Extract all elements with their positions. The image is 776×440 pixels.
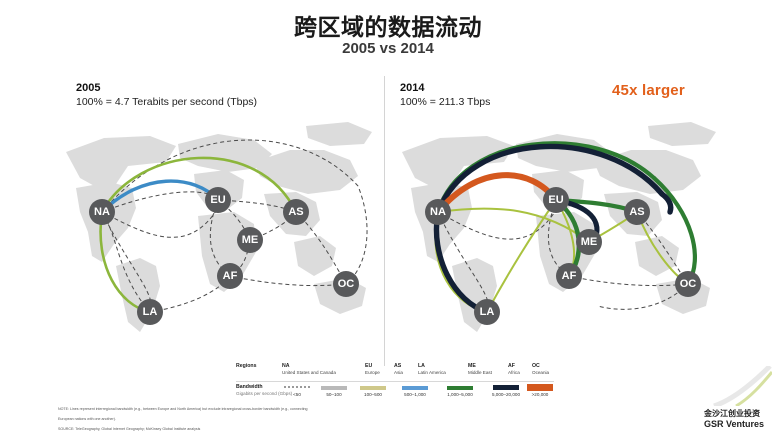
world-landmass (66, 122, 372, 332)
panel-divider (384, 76, 385, 366)
node-label-la: LA (480, 306, 495, 318)
legend-band-label-gt20000: >20,000 (531, 392, 549, 397)
legend-region-code-af: AF (508, 363, 515, 369)
node-label-la: LA (143, 306, 158, 318)
legend-region-name-af: Africa (508, 370, 520, 375)
legend-band-label-100-500: 100–500 (364, 392, 382, 397)
node-me[interactable]: ME (237, 227, 263, 253)
legend-swatch-1000-5000 (447, 386, 473, 390)
legend-band-label-5000-20000: 5,000–20,000 (491, 392, 521, 397)
legend: Regions NA United States and Canada EU E… (236, 362, 554, 404)
flow-af-oc (229, 275, 347, 287)
footnote-source: SOURCE: TeleGeography, Global Internet G… (58, 427, 201, 431)
legend-region-code-me: ME (468, 363, 476, 369)
map-2014: NA EU AS ME AF (392, 116, 722, 356)
node-label-eu: EU (548, 194, 563, 206)
legend-region-code-oc: OC (532, 363, 540, 369)
node-label-me: ME (242, 234, 259, 246)
node-label-af: AF (562, 270, 577, 282)
node-label-na: NA (94, 206, 110, 218)
flow-na-eu-orange (435, 172, 559, 215)
legend-region-name-me: Middle East (468, 370, 493, 375)
node-eu[interactable]: EU (543, 187, 569, 213)
flow-la-af (149, 275, 231, 313)
legend-divider (236, 381, 554, 382)
panel-year-2014: 2014 (400, 82, 425, 94)
legend-band-label-lt50: <50 (293, 392, 301, 397)
node-oc[interactable]: OC (333, 271, 359, 297)
legend-bandwidth-title: Bandwidth (236, 384, 263, 390)
legend-swatch-50-100 (321, 386, 347, 390)
flow-navy-tail (659, 191, 674, 215)
flow-na-eu-lower (101, 207, 219, 238)
legend-band-label-500-1000: 500–1,000 (404, 392, 426, 397)
node-label-as: AS (288, 206, 303, 218)
brand-logo-cn: 金沙江创业投资 (703, 409, 760, 418)
legend-region-code-eu: EU (365, 363, 373, 369)
node-me[interactable]: ME (576, 229, 602, 255)
page-subtitle: 2005 vs 2014 (342, 40, 434, 57)
legend-region-code-la: LA (418, 363, 425, 369)
node-eu[interactable]: EU (205, 187, 231, 213)
legend-bandwidth-subtitle: Gigabits per second (Gbps) (236, 391, 293, 396)
footnote-note-cont: European nations with one another). (58, 417, 116, 421)
legend-region-name-oc: Oceania (532, 370, 550, 375)
brand-logo: 金沙江创业投资 GSR Ventures (704, 409, 764, 430)
footnote-note: NOTE: Lines represent interregional band… (58, 407, 308, 411)
growth-badge: 45x larger (612, 82, 685, 99)
map-nodes: NA EU AS ME AF (425, 187, 701, 325)
world-landmass (402, 122, 716, 332)
node-la[interactable]: LA (474, 299, 500, 325)
flow-na-me-thin (437, 207, 590, 243)
legend-swatch-100-500 (360, 386, 386, 390)
node-af[interactable]: AF (556, 263, 582, 289)
legend-regions-title: Regions (236, 363, 257, 369)
node-label-oc: OC (680, 278, 697, 290)
flow-na-oc-long (101, 139, 368, 285)
node-as[interactable]: AS (283, 199, 309, 225)
flow-na-la-inner (101, 211, 151, 313)
legend-band-label-1000-5000: 1,000–5,000 (447, 392, 473, 397)
node-as[interactable]: AS (624, 199, 650, 225)
legend-region-code-as: AS (394, 363, 402, 369)
logo-swoosh (712, 366, 772, 406)
node-af[interactable]: AF (217, 263, 243, 289)
legend-swatch-gt20000 (527, 384, 553, 391)
page-title: 跨区域的数据流动 (294, 14, 482, 40)
flow-na-eu-dashed (437, 209, 557, 240)
map-2005: NA EU AS ME AF (58, 116, 378, 356)
legend-swatch-500-1000 (402, 386, 428, 390)
legend-region-name-la: Latin America (418, 370, 446, 375)
flow-na-as-green (100, 156, 298, 214)
legend-region-name-eu: Europe (365, 370, 380, 375)
legend-band-label-50-100: 50–100 (326, 392, 342, 397)
panel-header-2005: 2005 100% = 4.7 Terabits per second (Tbp… (76, 82, 257, 109)
flow-na-as-navy (435, 143, 665, 215)
panel-header-2014: 2014 100% = 211.3 Tbps (400, 82, 490, 109)
legend-region-code-na: NA (282, 363, 290, 369)
node-label-me: ME (581, 236, 598, 248)
panel-total-2005: 100% = 4.7 Terabits per second (Tbps) (76, 96, 258, 108)
node-la[interactable]: LA (137, 299, 163, 325)
map-nodes: NA EU AS ME AF (89, 187, 359, 325)
node-oc[interactable]: OC (675, 271, 701, 297)
panel-year-2005: 2005 (76, 82, 101, 94)
brand-logo-en: GSR Ventures (703, 419, 764, 429)
node-label-af: AF (223, 270, 238, 282)
node-label-eu: EU (210, 194, 225, 206)
legend-swatch-lt50 (284, 386, 310, 388)
legend-region-name-as: Asia (394, 370, 403, 375)
panel-total-2014: 100% = 211.3 Tbps (400, 96, 491, 108)
node-na[interactable]: NA (425, 199, 451, 225)
node-label-oc: OC (338, 278, 355, 290)
legend-region-name-na: United States and Canada (282, 370, 336, 375)
node-label-na: NA (430, 206, 446, 218)
legend-swatch-5000-20000 (493, 385, 519, 390)
node-label-as: AS (629, 206, 644, 218)
node-na[interactable]: NA (89, 199, 115, 225)
